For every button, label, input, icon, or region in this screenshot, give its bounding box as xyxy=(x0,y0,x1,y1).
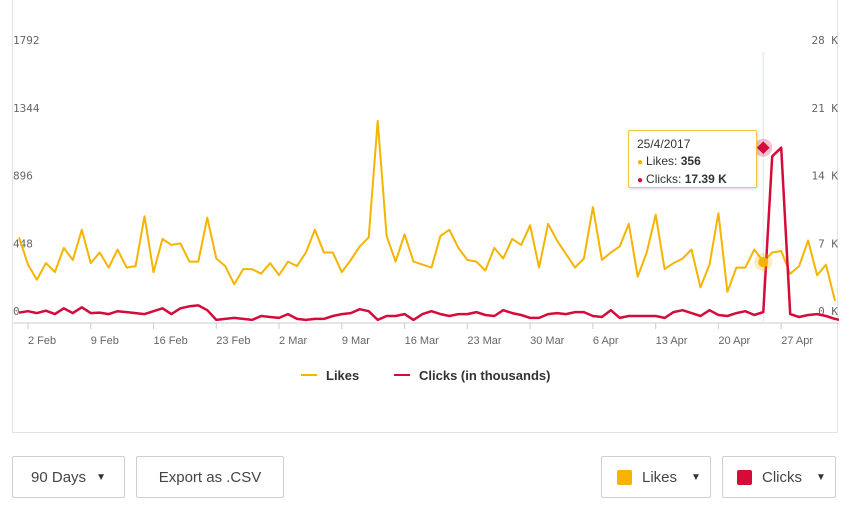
x-tick-label: 23 Feb xyxy=(216,335,250,347)
tooltip-clicks-value: 17.39 K xyxy=(684,172,727,186)
tooltip-clicks-row: ● Clicks: 17.39 K xyxy=(637,171,748,189)
y-left-tick-label: 448 xyxy=(13,237,33,250)
likes-swatch-icon xyxy=(617,469,632,485)
export-csv-button[interactable]: Export as .CSV xyxy=(136,456,284,498)
clicks-series-select[interactable]: Clicks ▼ xyxy=(722,456,836,498)
y-axis-right: 0 K7 K14 K21 K28 K xyxy=(812,34,839,318)
chart-tooltip: 25/4/2017 ● Likes: 356 ● Clicks: 17.39 K xyxy=(628,130,757,188)
legend-likes[interactable]: Likes xyxy=(301,368,359,383)
likes-select-label: Likes xyxy=(642,468,678,486)
legend[interactable]: Likes Clicks (in thousands) xyxy=(301,368,550,383)
y-right-tick-label: 21 K xyxy=(812,102,839,115)
likes-series-line xyxy=(18,119,836,302)
x-tick-label: 2 Feb xyxy=(28,335,56,347)
x-tick-label: 9 Feb xyxy=(91,335,119,347)
tooltip-date: 25/4/2017 xyxy=(637,137,691,151)
x-axis: 2 Feb 9 Feb 16 Feb 23 Feb 2 Mar 9 Mar 16 Mar 23… xyxy=(13,322,839,347)
x-tick-label: 23 Mar xyxy=(467,335,502,347)
highlight-markers xyxy=(754,138,773,272)
series-layer xyxy=(18,119,839,322)
x-tick-label: 9 Mar xyxy=(342,335,370,347)
legend-clicks[interactable]: Clicks (in thousands) xyxy=(394,368,550,383)
clicks-series-line xyxy=(18,146,839,322)
caret-down-icon: ▼ xyxy=(691,471,701,483)
export-csv-label: Export as .CSV xyxy=(158,468,262,486)
clicks-dot-icon: ● xyxy=(637,175,644,186)
x-tick-label: 20 Apr xyxy=(718,335,750,347)
y-right-tick-label: 28 K xyxy=(812,34,839,47)
y-axis-left: 0 448 896 1344 1792 xyxy=(13,34,40,318)
y-left-tick-label: 1792 xyxy=(13,34,40,47)
tooltip-likes-label: Likes: xyxy=(646,154,678,168)
y-left-tick-label: 0 xyxy=(13,305,20,318)
range-dropdown-label: 90 Days xyxy=(31,468,87,486)
y-left-tick-label: 1344 xyxy=(13,102,40,115)
x-tick-label: 13 Apr xyxy=(656,335,688,347)
legend-likes-label: Likes xyxy=(326,368,359,383)
clicks-swatch-icon xyxy=(737,469,752,485)
range-dropdown[interactable]: 90 Days ▼ xyxy=(12,456,125,498)
caret-down-icon: ▼ xyxy=(816,471,826,483)
y-right-tick-label: 7 K xyxy=(818,237,838,250)
tooltip-likes-row: ● Likes: 356 xyxy=(637,153,748,171)
x-tick-label: 27 Apr xyxy=(781,335,813,347)
x-tick-label: 6 Apr xyxy=(593,335,619,347)
y-right-tick-label: 14 K xyxy=(812,170,839,183)
tooltip-clicks-label: Clicks: xyxy=(646,172,682,186)
likes-series-select[interactable]: Likes ▼ xyxy=(601,456,711,498)
x-tick-label: 16 Mar xyxy=(405,335,440,347)
likes-highlight-point[interactable] xyxy=(758,257,769,268)
likes-dot-icon: ● xyxy=(637,157,644,168)
x-tick-label: 2 Mar xyxy=(279,335,307,347)
tooltip-likes-value: 356 xyxy=(680,154,701,168)
legend-clicks-label: Clicks (in thousands) xyxy=(419,368,550,383)
x-tick-label: 16 Feb xyxy=(154,335,188,347)
caret-down-icon: ▼ xyxy=(96,471,106,483)
x-tick-label: 30 Mar xyxy=(530,335,565,347)
y-left-tick-label: 896 xyxy=(13,170,33,183)
clicks-select-label: Clicks xyxy=(762,468,802,486)
